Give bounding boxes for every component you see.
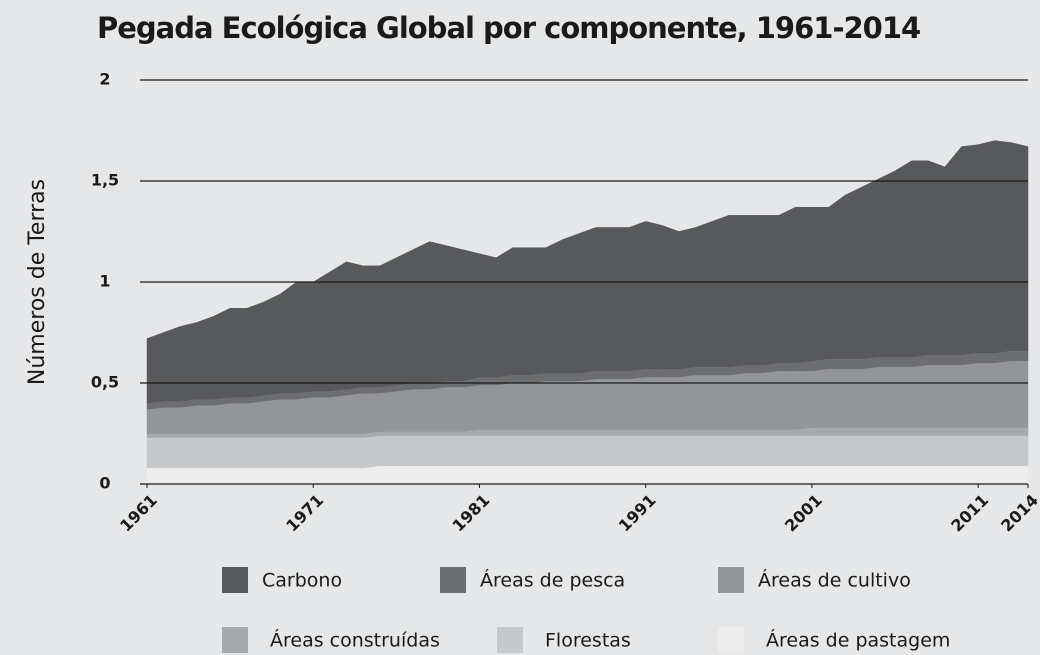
y-axis-label: Números de Terras xyxy=(25,179,50,385)
chart-title: Pegada Ecológica Global por componente, … xyxy=(97,11,920,45)
area xyxy=(146,435,1029,469)
y-tick-label: 0 xyxy=(99,474,110,493)
legend-label: Carbono xyxy=(262,570,342,592)
y-tick-label: 2 xyxy=(99,70,110,89)
legend-label: Florestas xyxy=(545,630,631,652)
legend-swatch xyxy=(718,627,744,653)
legend-label: Áreas de pastagem xyxy=(766,629,950,652)
y-tick-label: 1 xyxy=(99,272,110,291)
area xyxy=(146,465,1029,485)
legend-swatch xyxy=(718,567,744,593)
legend-label: Áreas de cultivo xyxy=(758,569,911,592)
legend-label: Áreas construídas xyxy=(270,629,440,652)
legend-swatch xyxy=(440,567,466,593)
y-tick-label: 1,5 xyxy=(91,171,119,190)
y-tick-label: 0,5 xyxy=(91,373,119,392)
legend-swatch xyxy=(222,627,248,653)
legend-label: Áreas de pesca xyxy=(480,569,625,592)
legend-swatch xyxy=(497,627,523,653)
legend-swatch xyxy=(222,567,248,593)
